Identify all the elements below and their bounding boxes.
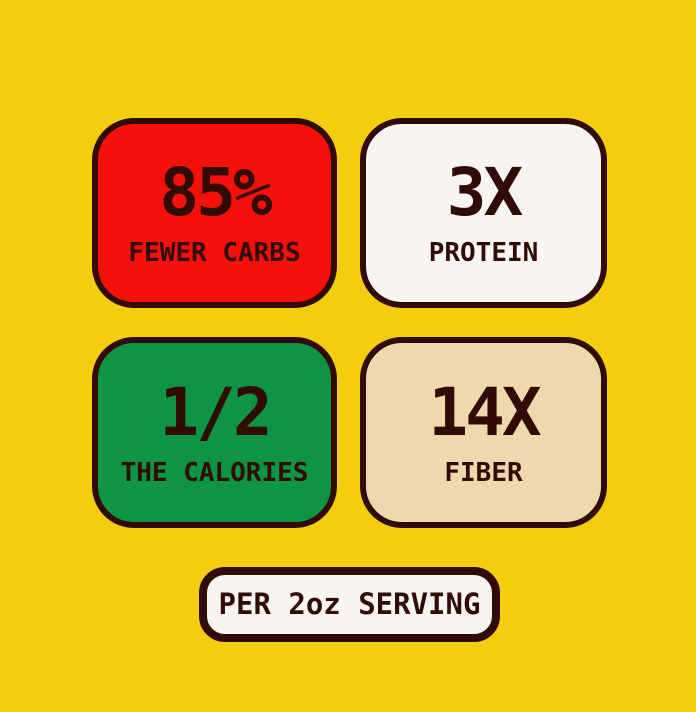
stat-card-fewer-carbs: 85% FEWER CARBS bbox=[92, 118, 337, 308]
stat-label-fiber: FIBER bbox=[444, 457, 523, 488]
stat-card-fiber: 14X FIBER bbox=[360, 337, 607, 528]
stat-card-protein: 3X PROTEIN bbox=[360, 118, 607, 308]
serving-size-pill: PER 2oz SERVING bbox=[199, 567, 500, 642]
stat-value-protein: 3X bbox=[446, 154, 524, 231]
serving-size-label: PER 2oz SERVING bbox=[218, 587, 481, 621]
stat-value-fewer-carbs: 85% bbox=[159, 154, 272, 231]
stat-label-calories: THE CALORIES bbox=[120, 457, 309, 488]
stat-card-calories: 1/2 THE CALORIES bbox=[92, 337, 337, 528]
stat-label-protein: PROTEIN bbox=[428, 238, 539, 268]
stat-value-calories: 1/2 bbox=[159, 373, 272, 451]
stat-value-fiber: 14X bbox=[428, 373, 541, 451]
stats-grid: 85% FEWER CARBS 3X PROTEIN 1/2 THE CALOR… bbox=[92, 118, 607, 528]
stat-label-fewer-carbs: FEWER CARBS bbox=[128, 238, 301, 268]
